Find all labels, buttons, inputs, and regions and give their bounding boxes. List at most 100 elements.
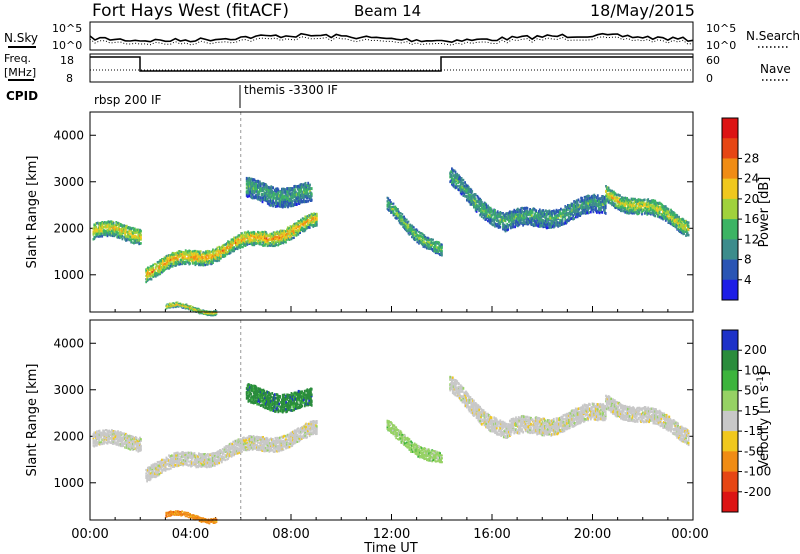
echo-cell <box>131 230 133 234</box>
echo-cell <box>647 206 650 210</box>
echo-cell <box>253 232 256 235</box>
echo-cell <box>242 238 244 241</box>
echo-cell <box>161 267 163 270</box>
echo-cell <box>148 470 151 474</box>
echo-cell <box>279 232 282 235</box>
echo-cell <box>298 221 301 225</box>
echo-cell <box>285 199 288 203</box>
echo-cell <box>146 476 148 479</box>
echo-cell <box>308 195 310 198</box>
echo-cell <box>449 171 452 175</box>
echo-cell <box>604 201 607 205</box>
echo-cell <box>557 216 560 219</box>
echo-cell <box>398 220 401 223</box>
echo-cell <box>229 242 232 246</box>
echo-cell <box>119 435 122 438</box>
echo-cell <box>128 233 131 237</box>
echo-cell <box>300 200 303 204</box>
echo-cell <box>179 304 182 306</box>
echo-cell <box>592 210 595 214</box>
echo-cell <box>531 208 534 212</box>
echo-cell <box>175 301 178 303</box>
echo-cell <box>557 210 560 214</box>
echo-cell <box>310 187 313 191</box>
echo-cell <box>657 205 660 209</box>
echo-cell <box>179 262 182 266</box>
echo-cell <box>194 309 197 311</box>
echo-cell <box>303 182 306 186</box>
echo-cell <box>441 243 443 246</box>
echo-cell <box>93 435 96 438</box>
echo-cell <box>173 459 176 463</box>
echo-cell <box>673 212 676 215</box>
echo-cell <box>593 197 596 200</box>
echo-cell <box>315 222 318 225</box>
echo-cell <box>177 306 180 308</box>
echo-cell <box>139 442 141 445</box>
echo-cell <box>632 202 635 205</box>
echo-cell <box>191 305 194 307</box>
echo-cell <box>184 257 186 261</box>
echo-cell <box>179 305 182 307</box>
echo-cell <box>99 443 102 446</box>
echo-cell <box>198 250 200 253</box>
echo-cell <box>272 199 274 203</box>
echo-cell <box>664 219 667 222</box>
echo-cell <box>569 206 572 210</box>
echo-cell <box>257 231 260 234</box>
echo-cell <box>242 233 244 236</box>
echo-cell <box>190 307 193 309</box>
beam-title: Beam 14 <box>354 2 421 20</box>
echo-cell <box>149 472 152 475</box>
echo-cell <box>617 200 620 203</box>
echo-cell <box>606 189 609 192</box>
echo-cell <box>307 187 310 191</box>
echo-cell <box>213 259 215 262</box>
echo-cell <box>591 203 594 207</box>
echo-cell <box>588 194 590 198</box>
date-title: 18/May/2015 <box>590 1 695 20</box>
echo-cell <box>173 253 176 256</box>
echo-cell <box>508 219 510 222</box>
echo-cell <box>285 201 288 205</box>
echo-cell <box>618 197 621 200</box>
echo-cell <box>610 196 613 200</box>
echo-cell <box>402 225 405 228</box>
echo-cell <box>628 206 631 209</box>
echo-cell <box>173 454 176 457</box>
echo-cell <box>661 203 664 207</box>
echo-cell <box>273 201 276 205</box>
echo-cell <box>154 266 157 269</box>
echo-cell <box>658 210 661 213</box>
echo-cell <box>621 196 624 199</box>
echo-cell <box>168 302 171 304</box>
echo-cell <box>302 185 304 189</box>
echo-cell <box>300 183 303 187</box>
echo-cell <box>686 225 689 229</box>
echo-cell <box>269 192 272 196</box>
echo-cell <box>283 233 286 236</box>
echo-cell <box>292 228 294 231</box>
echo-cell <box>242 245 244 249</box>
echo-cell <box>647 205 650 208</box>
echo-cell <box>168 304 171 306</box>
echo-cell <box>164 459 167 462</box>
echo-cell <box>269 198 272 201</box>
echo-cell <box>467 190 470 194</box>
echo-cell <box>257 237 260 241</box>
echo-cell <box>235 237 238 240</box>
echo-cell <box>575 208 578 212</box>
echo-cell <box>473 195 476 198</box>
echo-cell <box>309 183 311 187</box>
echo-cell <box>117 442 119 446</box>
echo-cell <box>147 278 149 281</box>
echo-cell <box>412 226 415 229</box>
echo-cell <box>534 212 537 215</box>
echo-cell <box>251 190 254 194</box>
echo-cell <box>635 207 638 210</box>
echo-cell <box>299 190 302 194</box>
echo-cell <box>220 245 223 249</box>
echo-cell <box>514 225 516 229</box>
echo-cell <box>169 455 172 458</box>
echo-cell <box>450 179 452 183</box>
